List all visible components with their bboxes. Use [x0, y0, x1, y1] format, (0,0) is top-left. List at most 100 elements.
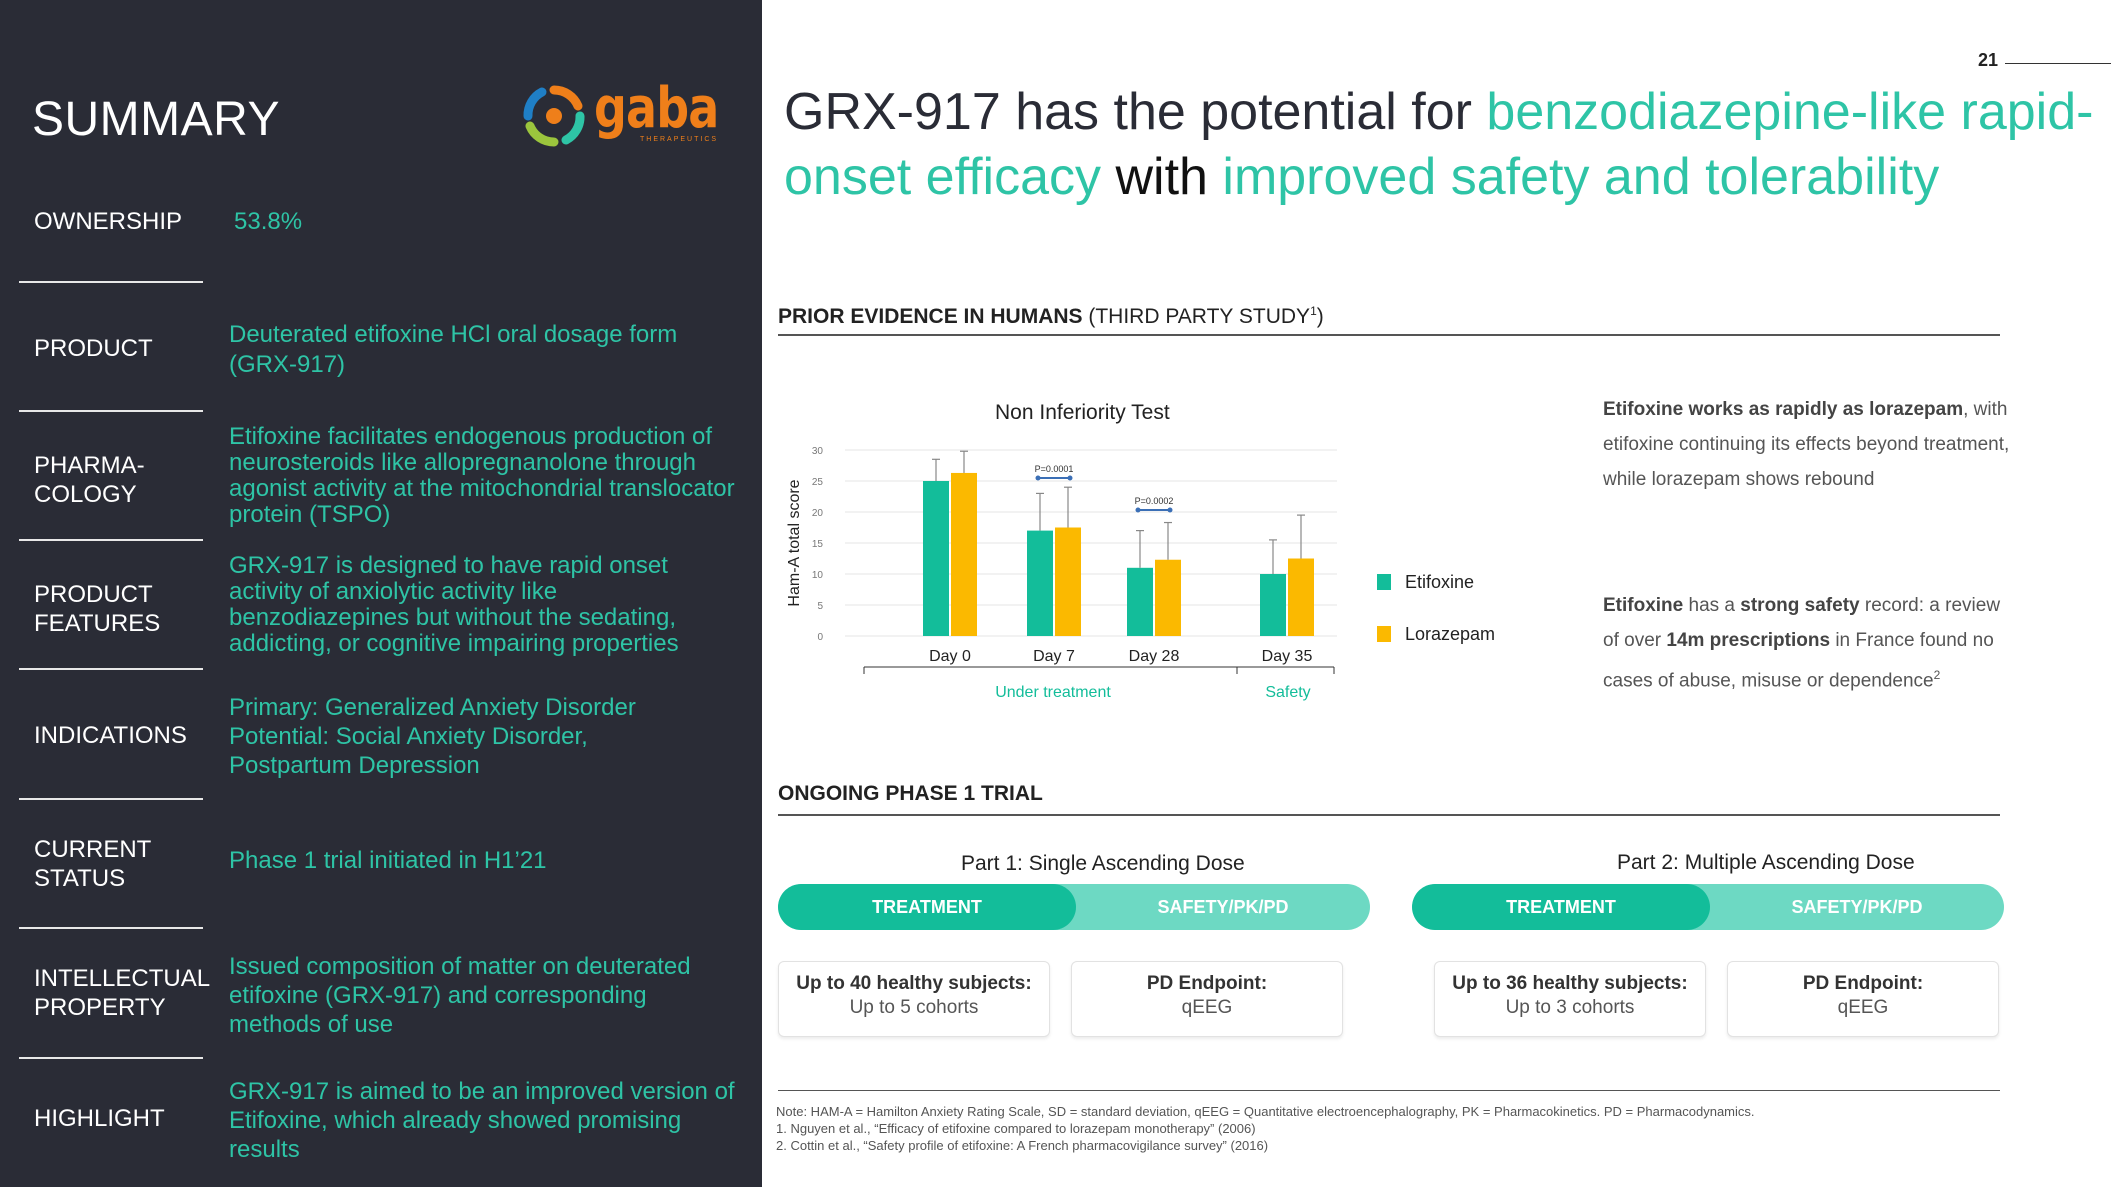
bar-lorazepam-day-28 [1155, 559, 1181, 636]
evidence-safety-rest: in France found no cases of abuse, misus… [1603, 630, 1994, 692]
y-tick-label: 20 [812, 508, 824, 519]
part-2-subjects-title: Up to 36 healthy subjects: [1452, 973, 1688, 994]
row-divider [19, 539, 203, 541]
row-value-product: Deuterated etifoxine HCl oral dosage for… [229, 321, 678, 378]
part-1-subjects-title: Up to 40 healthy subjects: [796, 973, 1032, 994]
notes-rule [778, 1090, 2000, 1091]
evidence-safety-mid-2: record: a review of over [1603, 595, 2001, 651]
row-label-product-features: PRODUCT FEATURES [34, 581, 161, 637]
footnotes: Note: HAM-A = Hamilton Anxiety Rating Sc… [776, 1103, 2106, 1154]
y-tick-label: 30 [812, 446, 824, 457]
bar-etifoxine-day-0 [923, 481, 949, 636]
p-value-bracket-end [1067, 475, 1073, 481]
row-value-highlight: GRX-917 is aimed to be an improved versi… [229, 1078, 735, 1163]
gaba-logo-icon [523, 85, 585, 147]
logo-word: gaba [594, 76, 719, 141]
page-number: 21 [1978, 50, 1999, 70]
evidence-safety-footnote-ref: 2 [1933, 668, 1941, 682]
part-1-title: Part 1: Single Ascending Dose [961, 852, 1245, 875]
y-tick-label: 5 [817, 601, 823, 612]
evidence-text-safety: Etifoxine has a strong safety record: a … [1603, 588, 2013, 698]
x-tick-label: Day 35 [1262, 648, 1313, 665]
bar-lorazepam-day-35 [1288, 558, 1314, 636]
row-divider [19, 668, 203, 670]
footnote-abbreviations: Note: HAM-A = Hamilton Anxiety Rating Sc… [776, 1104, 1755, 1119]
footnote-2: 2. Cottin et al., “Safety profile of eti… [776, 1138, 1269, 1153]
row-label-product: PRODUCT [34, 335, 153, 362]
y-tick-label: 15 [812, 539, 824, 550]
ongoing-trial-rule [778, 814, 2000, 816]
row-label-pharmacology: PHARMA- COLOGY [34, 452, 145, 508]
group-label-safety: Safety [1265, 684, 1310, 701]
bar-etifoxine-day-28 [1127, 567, 1153, 636]
p-value-label: P=0.0001 [1035, 464, 1074, 474]
prior-evidence-rule [778, 334, 2000, 336]
part-2-subjects-card: Up to 36 healthy subjects: Up to 3 cohor… [1434, 961, 1706, 1037]
p-value-bracket-end [1135, 507, 1141, 513]
part-1-endpoint-title: PD Endpoint: [1146, 973, 1268, 994]
legend-swatch-etifoxine [1377, 574, 1391, 590]
legend-label-etifoxine: Etifoxine [1405, 572, 1474, 592]
prior-evidence-title-normal: (THIRD PARTY STUDY [1082, 305, 1311, 328]
headline-part-2: benzodiazepine-like rapid-onset efficacy [784, 83, 2094, 206]
gaba-logo: gaba THERAPEUTICS [522, 76, 719, 152]
chart-title: Non Inferiority Test [995, 401, 1170, 424]
part-1-endpoint-sub: qEEG [1181, 997, 1233, 1018]
bar-lorazepam-day-7 [1055, 527, 1081, 636]
y-tick-label: 0 [817, 632, 823, 643]
evidence-speed-bold: Etifoxine works as rapidly as lorazepam [1603, 399, 1964, 420]
part-2-treatment-phase: TREATMENT [1412, 884, 1710, 930]
prior-evidence-title: PRIOR EVIDENCE IN HUMANS (THIRD PARTY ST… [778, 304, 1324, 329]
p-value-bracket-end [1035, 475, 1041, 481]
row-label-ownership: OWNERSHIP [34, 208, 183, 235]
row-value-current-status: Phase 1 trial initiated in H1’21 [229, 847, 547, 874]
bar-etifoxine-day-35 [1260, 574, 1286, 636]
group-label-under-treatment: Under treatment [995, 684, 1111, 701]
p-value-bracket-end [1167, 507, 1173, 513]
headline-part-1: GRX-917 has the potential for [784, 83, 1487, 141]
row-divider [19, 927, 203, 929]
prior-evidence-title-bold: PRIOR EVIDENCE IN HUMANS [778, 305, 1083, 328]
page-number-rule [2005, 63, 2111, 64]
non-inferiority-chart: 0 5 10 15 20 25 30 Ham-A total score Day 0 Day 7 D… [786, 446, 1495, 701]
summary-panel: SUMMARY gaba THERAPEUTICS OWNERSHIP 53.8… [0, 0, 762, 1187]
x-tick-label: Day 0 [929, 648, 971, 665]
part-1-treatment-phase: TREATMENT [778, 884, 1076, 930]
evidence-speed-rest: , with etifoxine continuing its effects … [1603, 399, 2010, 490]
row-value-pharmacology: Etifoxine facilitates endogenous product… [229, 423, 735, 528]
row-divider [19, 798, 203, 800]
evidence-safety-mid-1: has a [1683, 595, 1741, 616]
evidence-text-speed: Etifoxine works as rapidly as lorazepam,… [1603, 392, 2013, 497]
row-value-indications: Primary: Generalized Anxiety Disorder Po… [229, 694, 636, 779]
part-2-title: Part 2: Multiple Ascending Dose [1617, 851, 1915, 874]
part-1-subjects-card: Up to 40 healthy subjects: Up to 5 cohor… [778, 961, 1050, 1037]
part-1-safety-phase: SAFETY/PK/PD [1157, 896, 1289, 917]
part-2-endpoint-sub: qEEG [1837, 997, 1889, 1018]
prior-evidence-title-close: ) [1316, 305, 1324, 328]
row-label-intellectual-property: INTELLECTUAL PROPERTY [34, 965, 211, 1021]
part-2-endpoint-card: PD Endpoint: qEEG [1727, 961, 1999, 1037]
headline-part-4: improved safety and tolerability [1222, 148, 1940, 206]
row-divider [19, 281, 203, 283]
evidence-safety-bold-3: 14m prescriptions [1666, 630, 1831, 651]
row-label-current-status: CURRENT STATUS [34, 836, 152, 892]
logo-subtitle: THERAPEUTICS [640, 136, 719, 143]
footnote-1: 1. Nguyen et al., “Efficacy of etifoxine… [776, 1121, 1256, 1136]
y-axis-label: Ham-A total score [786, 479, 803, 606]
evidence-safety-bold-2: strong safety [1740, 595, 1860, 616]
summary-title: SUMMARY [32, 93, 280, 146]
row-label-indications: INDICATIONS [34, 722, 187, 749]
part-2-timeline: TREATMENT SAFETY/PK/PD [1412, 884, 2004, 930]
evidence-safety-bold-1: Etifoxine [1603, 595, 1684, 616]
row-value-intellectual-property: Issued composition of matter on deuterat… [229, 953, 691, 1038]
row-divider [19, 410, 203, 412]
legend-swatch-lorazepam [1377, 626, 1391, 642]
legend-label-lorazepam: Lorazepam [1405, 624, 1495, 644]
row-value-ownership: 53.8% [234, 208, 303, 235]
part-1-subjects-sub: Up to 5 cohorts [849, 997, 979, 1018]
x-tick-label: Day 28 [1129, 648, 1180, 665]
part-1-endpoint-card: PD Endpoint: qEEG [1071, 961, 1343, 1037]
part-2-safety-phase: SAFETY/PK/PD [1791, 896, 1923, 917]
y-tick-label: 25 [812, 477, 824, 488]
bar-etifoxine-day-7 [1027, 530, 1053, 636]
